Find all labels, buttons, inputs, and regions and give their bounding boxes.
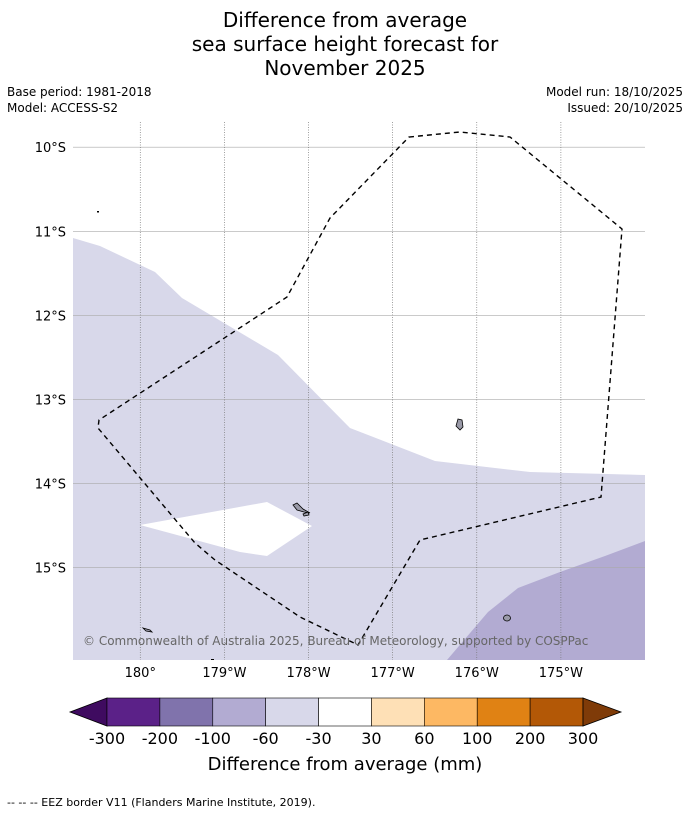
colorbar-extend-low xyxy=(68,697,108,727)
colorbar-segment xyxy=(424,697,478,727)
lat-tick-label: 12°S xyxy=(35,309,66,324)
model-name: Model: ACCESS-S2 xyxy=(7,101,119,115)
lon-tick-label: 178°W xyxy=(286,666,330,681)
island-alofi-futuna xyxy=(292,502,311,514)
meta-left: Base period: 1981-2018 Model: ACCESS-S2 xyxy=(7,84,152,116)
lat-tick-label: 10°S xyxy=(35,141,66,156)
meta-right: Model run: 18/10/2025 Issued: 20/10/2025 xyxy=(546,84,683,116)
colorbar-label: Difference from average (mm) xyxy=(208,754,483,775)
island-speck-1 xyxy=(97,211,99,213)
anomaly-band-minus100-minus60 xyxy=(447,541,645,660)
colorbar-tick-label: 300 xyxy=(568,729,599,748)
colorbar-tick-label: -300 xyxy=(89,729,125,748)
lon-tick-label: 179°W xyxy=(202,666,246,681)
eez-border xyxy=(97,131,623,646)
lon-tick-label: 176°W xyxy=(455,666,499,681)
longitude-labels: 180° 179°W 178°W 177°W 176°W 175°W xyxy=(125,666,583,681)
latitude-labels: 10°S 11°S 12°S 13°S 14°S 15°S xyxy=(35,141,66,576)
colorbar-segment xyxy=(106,697,161,727)
lon-tick-label: 175°W xyxy=(539,666,583,681)
colorbar: -300 -200 -100 -60 -30 30 60 100 200 300 xyxy=(68,697,623,748)
lat-tick-label: 11°S xyxy=(35,225,66,240)
colorbar-segment xyxy=(159,697,214,727)
colorbar-tick-label: 60 xyxy=(414,729,434,748)
colorbar-tick-label: 200 xyxy=(515,729,546,748)
colorbar-tick-label: -200 xyxy=(142,729,178,748)
colorbar-extend-high xyxy=(582,697,623,727)
island-wallis xyxy=(455,418,464,431)
anomaly-patch-neutral xyxy=(140,502,312,556)
map-panel: © Commonwealth of Australia 2025, Bureau… xyxy=(73,122,645,660)
colorbar-tick-label: 100 xyxy=(462,729,493,748)
island-small-2 xyxy=(503,614,511,622)
colorbar-segment xyxy=(318,697,372,727)
colorbar-tick-label: -60 xyxy=(253,729,279,748)
colorbar-segment xyxy=(476,697,531,727)
lat-tick-label: 14°S xyxy=(35,477,66,492)
colorbar-tick-label: -100 xyxy=(195,729,231,748)
colorbar-segment xyxy=(265,697,319,727)
issued-date: Issued: 20/10/2025 xyxy=(567,101,683,115)
map-copyright: © Commonwealth of Australia 2025, Bureau… xyxy=(83,634,588,648)
colorbar-segment xyxy=(212,697,266,727)
title-line-3: November 2025 xyxy=(264,56,426,80)
lon-tick-label: 180° xyxy=(125,666,156,681)
colorbar-segment xyxy=(371,697,425,727)
chart-title: Difference from average sea surface heig… xyxy=(0,8,690,80)
title-line-2: sea surface height forecast for xyxy=(191,32,499,56)
eez-footnote: -- -- -- EEZ border V11 (Flanders Marine… xyxy=(7,796,316,809)
island-speck-2 xyxy=(211,659,214,660)
colorbar-tick-label: 30 xyxy=(361,729,381,748)
island-small-3 xyxy=(141,627,154,633)
island-small-1 xyxy=(302,511,310,517)
lat-tick-label: 13°S xyxy=(35,393,66,408)
colorbar-tick-label: -30 xyxy=(305,729,331,748)
colorbar-segment xyxy=(529,697,584,727)
graticule xyxy=(73,122,645,660)
base-period: Base period: 1981-2018 xyxy=(7,85,152,99)
model-run: Model run: 18/10/2025 xyxy=(545,85,683,99)
lat-tick-label: 15°S xyxy=(35,562,66,577)
title-line-1: Difference from average xyxy=(222,8,468,32)
lon-tick-label: 177°W xyxy=(371,666,415,681)
